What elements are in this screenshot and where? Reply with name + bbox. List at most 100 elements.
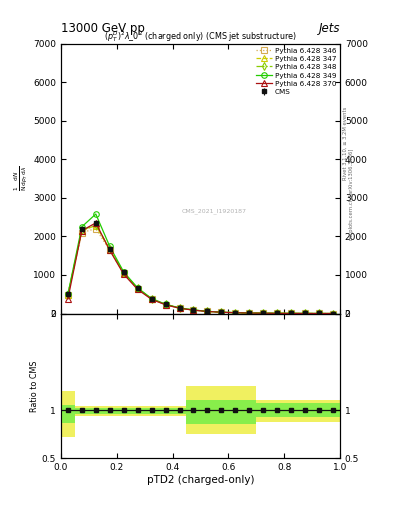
Pythia 6.428 346 xyxy=(121,270,126,276)
Pythia 6.428 346 xyxy=(233,310,238,316)
Pythia 6.428 370 xyxy=(331,310,335,316)
Pythia 6.428 346 xyxy=(303,310,307,316)
Pythia 6.428 349 xyxy=(317,310,321,316)
Pythia 6.428 349 xyxy=(219,309,224,315)
Pythia 6.428 346 xyxy=(191,307,196,313)
Pythia 6.428 346 xyxy=(135,286,140,292)
Pythia 6.428 346 xyxy=(205,308,210,314)
Pythia 6.428 347 xyxy=(135,285,140,291)
Pythia 6.428 370 xyxy=(177,305,182,311)
Text: mcplots.cern.ch [arXiv:1306.3436]: mcplots.cern.ch [arXiv:1306.3436] xyxy=(349,149,354,240)
Pythia 6.428 370 xyxy=(191,307,196,313)
Pythia 6.428 346 xyxy=(317,310,321,316)
Pythia 6.428 347 xyxy=(247,310,252,316)
Pythia 6.428 349 xyxy=(121,269,126,275)
Pythia 6.428 348 xyxy=(163,302,168,308)
Pythia 6.428 348 xyxy=(261,310,266,316)
Pythia 6.428 349 xyxy=(135,285,140,291)
Pythia 6.428 346 xyxy=(289,310,294,316)
Pythia 6.428 348 xyxy=(79,227,84,233)
Pythia 6.428 347 xyxy=(191,307,196,313)
Legend: Pythia 6.428 346, Pythia 6.428 347, Pythia 6.428 348, Pythia 6.428 349, Pythia 6: Pythia 6.428 346, Pythia 6.428 347, Pyth… xyxy=(255,46,338,97)
Pythia 6.428 370 xyxy=(317,310,321,316)
Pythia 6.428 347 xyxy=(233,310,238,316)
Pythia 6.428 349 xyxy=(163,301,168,307)
Pythia 6.428 349 xyxy=(331,310,335,316)
Pythia 6.428 348 xyxy=(191,307,196,313)
Pythia 6.428 348 xyxy=(135,285,140,291)
Pythia 6.428 370 xyxy=(247,310,252,316)
Pythia 6.428 347 xyxy=(121,270,126,276)
Y-axis label: Ratio to CMS: Ratio to CMS xyxy=(30,360,39,412)
Pythia 6.428 347 xyxy=(275,310,279,316)
Pythia 6.428 347 xyxy=(303,310,307,316)
Pythia 6.428 370 xyxy=(149,296,154,303)
Pythia 6.428 348 xyxy=(107,246,112,252)
Text: Jets: Jets xyxy=(318,22,340,35)
Pythia 6.428 346 xyxy=(219,309,224,315)
X-axis label: pTD2 (charged-only): pTD2 (charged-only) xyxy=(147,475,254,485)
Line: Pythia 6.428 347: Pythia 6.428 347 xyxy=(65,223,336,316)
Pythia 6.428 346 xyxy=(94,226,98,232)
Pythia 6.428 349 xyxy=(275,310,279,316)
Pythia 6.428 348 xyxy=(121,270,126,276)
Pythia 6.428 370 xyxy=(66,296,70,302)
Pythia 6.428 370 xyxy=(79,227,84,233)
Pythia 6.428 370 xyxy=(303,310,307,316)
Pythia 6.428 348 xyxy=(247,310,252,316)
Pythia 6.428 370 xyxy=(261,310,266,316)
Pythia 6.428 347 xyxy=(66,292,70,298)
Y-axis label: $\frac{1}{\mathrm{N}}\frac{\mathrm{d}N}{\mathrm{d}p_T\,\mathrm{d}\lambda}$: $\frac{1}{\mathrm{N}}\frac{\mathrm{d}N}{… xyxy=(13,166,30,191)
Pythia 6.428 370 xyxy=(289,310,294,316)
Pythia 6.428 348 xyxy=(205,308,210,314)
Pythia 6.428 346 xyxy=(331,310,335,316)
Pythia 6.428 347 xyxy=(94,223,98,229)
Pythia 6.428 348 xyxy=(331,310,335,316)
Pythia 6.428 348 xyxy=(66,291,70,297)
Pythia 6.428 348 xyxy=(149,296,154,302)
Pythia 6.428 346 xyxy=(163,302,168,308)
Line: Pythia 6.428 370: Pythia 6.428 370 xyxy=(65,220,336,316)
Pythia 6.428 348 xyxy=(219,309,224,315)
Pythia 6.428 347 xyxy=(149,296,154,302)
Pythia 6.428 347 xyxy=(163,302,168,308)
Pythia 6.428 346 xyxy=(66,292,70,298)
Pythia 6.428 346 xyxy=(149,296,154,302)
Pythia 6.428 346 xyxy=(177,305,182,311)
Pythia 6.428 347 xyxy=(107,246,112,252)
Pythia 6.428 348 xyxy=(94,222,98,228)
Pythia 6.428 346 xyxy=(261,310,266,316)
Pythia 6.428 370 xyxy=(163,302,168,308)
Pythia 6.428 370 xyxy=(275,310,279,316)
Pythia 6.428 349 xyxy=(66,291,70,297)
Pythia 6.428 349 xyxy=(149,295,154,302)
Pythia 6.428 347 xyxy=(317,310,321,316)
Pythia 6.428 349 xyxy=(303,310,307,316)
Text: Rivet 3.1.10, ≥ 3.2M events: Rivet 3.1.10, ≥ 3.2M events xyxy=(343,106,348,180)
Line: Pythia 6.428 348: Pythia 6.428 348 xyxy=(65,222,336,316)
Pythia 6.428 349 xyxy=(177,305,182,311)
Pythia 6.428 346 xyxy=(107,247,112,253)
Line: Pythia 6.428 349: Pythia 6.428 349 xyxy=(65,211,336,316)
Line: Pythia 6.428 346: Pythia 6.428 346 xyxy=(65,226,336,316)
Title: $(p_T^D)^2\lambda\_0^2$ (charged only) (CMS jet substructure): $(p_T^D)^2\lambda\_0^2$ (charged only) (… xyxy=(104,29,297,44)
Pythia 6.428 370 xyxy=(121,271,126,278)
Pythia 6.428 348 xyxy=(177,305,182,311)
Pythia 6.428 370 xyxy=(233,310,238,316)
Pythia 6.428 349 xyxy=(107,243,112,249)
Pythia 6.428 346 xyxy=(79,229,84,236)
Pythia 6.428 349 xyxy=(94,211,98,217)
Pythia 6.428 349 xyxy=(261,310,266,316)
Pythia 6.428 349 xyxy=(233,310,238,316)
Pythia 6.428 349 xyxy=(191,307,196,313)
Pythia 6.428 347 xyxy=(289,310,294,316)
Pythia 6.428 349 xyxy=(289,310,294,316)
Pythia 6.428 348 xyxy=(275,310,279,316)
Pythia 6.428 348 xyxy=(289,310,294,316)
Pythia 6.428 347 xyxy=(79,227,84,233)
Pythia 6.428 347 xyxy=(205,308,210,314)
Pythia 6.428 370 xyxy=(205,308,210,314)
Text: CMS_2021_I1920187: CMS_2021_I1920187 xyxy=(182,208,247,214)
Pythia 6.428 370 xyxy=(94,220,98,226)
Pythia 6.428 347 xyxy=(261,310,266,316)
